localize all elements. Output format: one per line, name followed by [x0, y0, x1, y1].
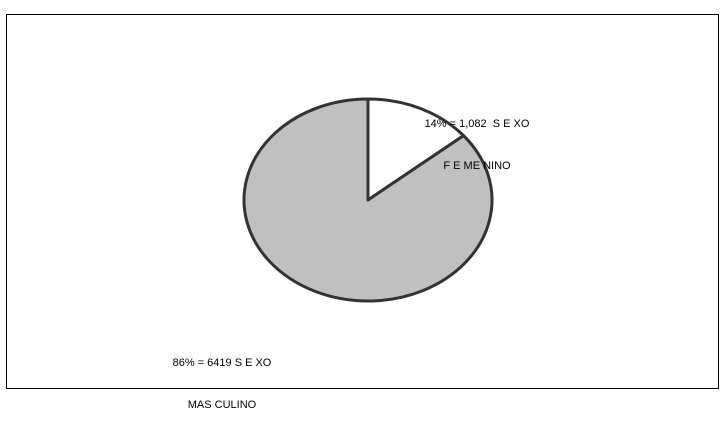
- pie-slice-femenino: [366, 97, 466, 202]
- chart-area: 14% = 1,082 S E XO F E ME NINO 86% = 641…: [6, 14, 719, 411]
- slice-label-masculino: 86% = 6419 S E XO MAS CULINO: [147, 328, 297, 440]
- slice-label-masculino-line-1: 86% = 6419 S E XO: [172, 357, 272, 369]
- slice-label-femenino-line-2: F E ME NINO: [443, 160, 511, 172]
- pie-chart: [242, 97, 494, 303]
- pie-slice-masculino: [242, 97, 494, 303]
- slice-label-femenino-line-1: 14% = 1,082 S E XO: [424, 118, 530, 130]
- slice-label-masculino-line-2: MAS CULINO: [187, 399, 257, 411]
- slice-label-femenino: 14% = 1,082 S E XO F E ME NINO: [402, 89, 552, 201]
